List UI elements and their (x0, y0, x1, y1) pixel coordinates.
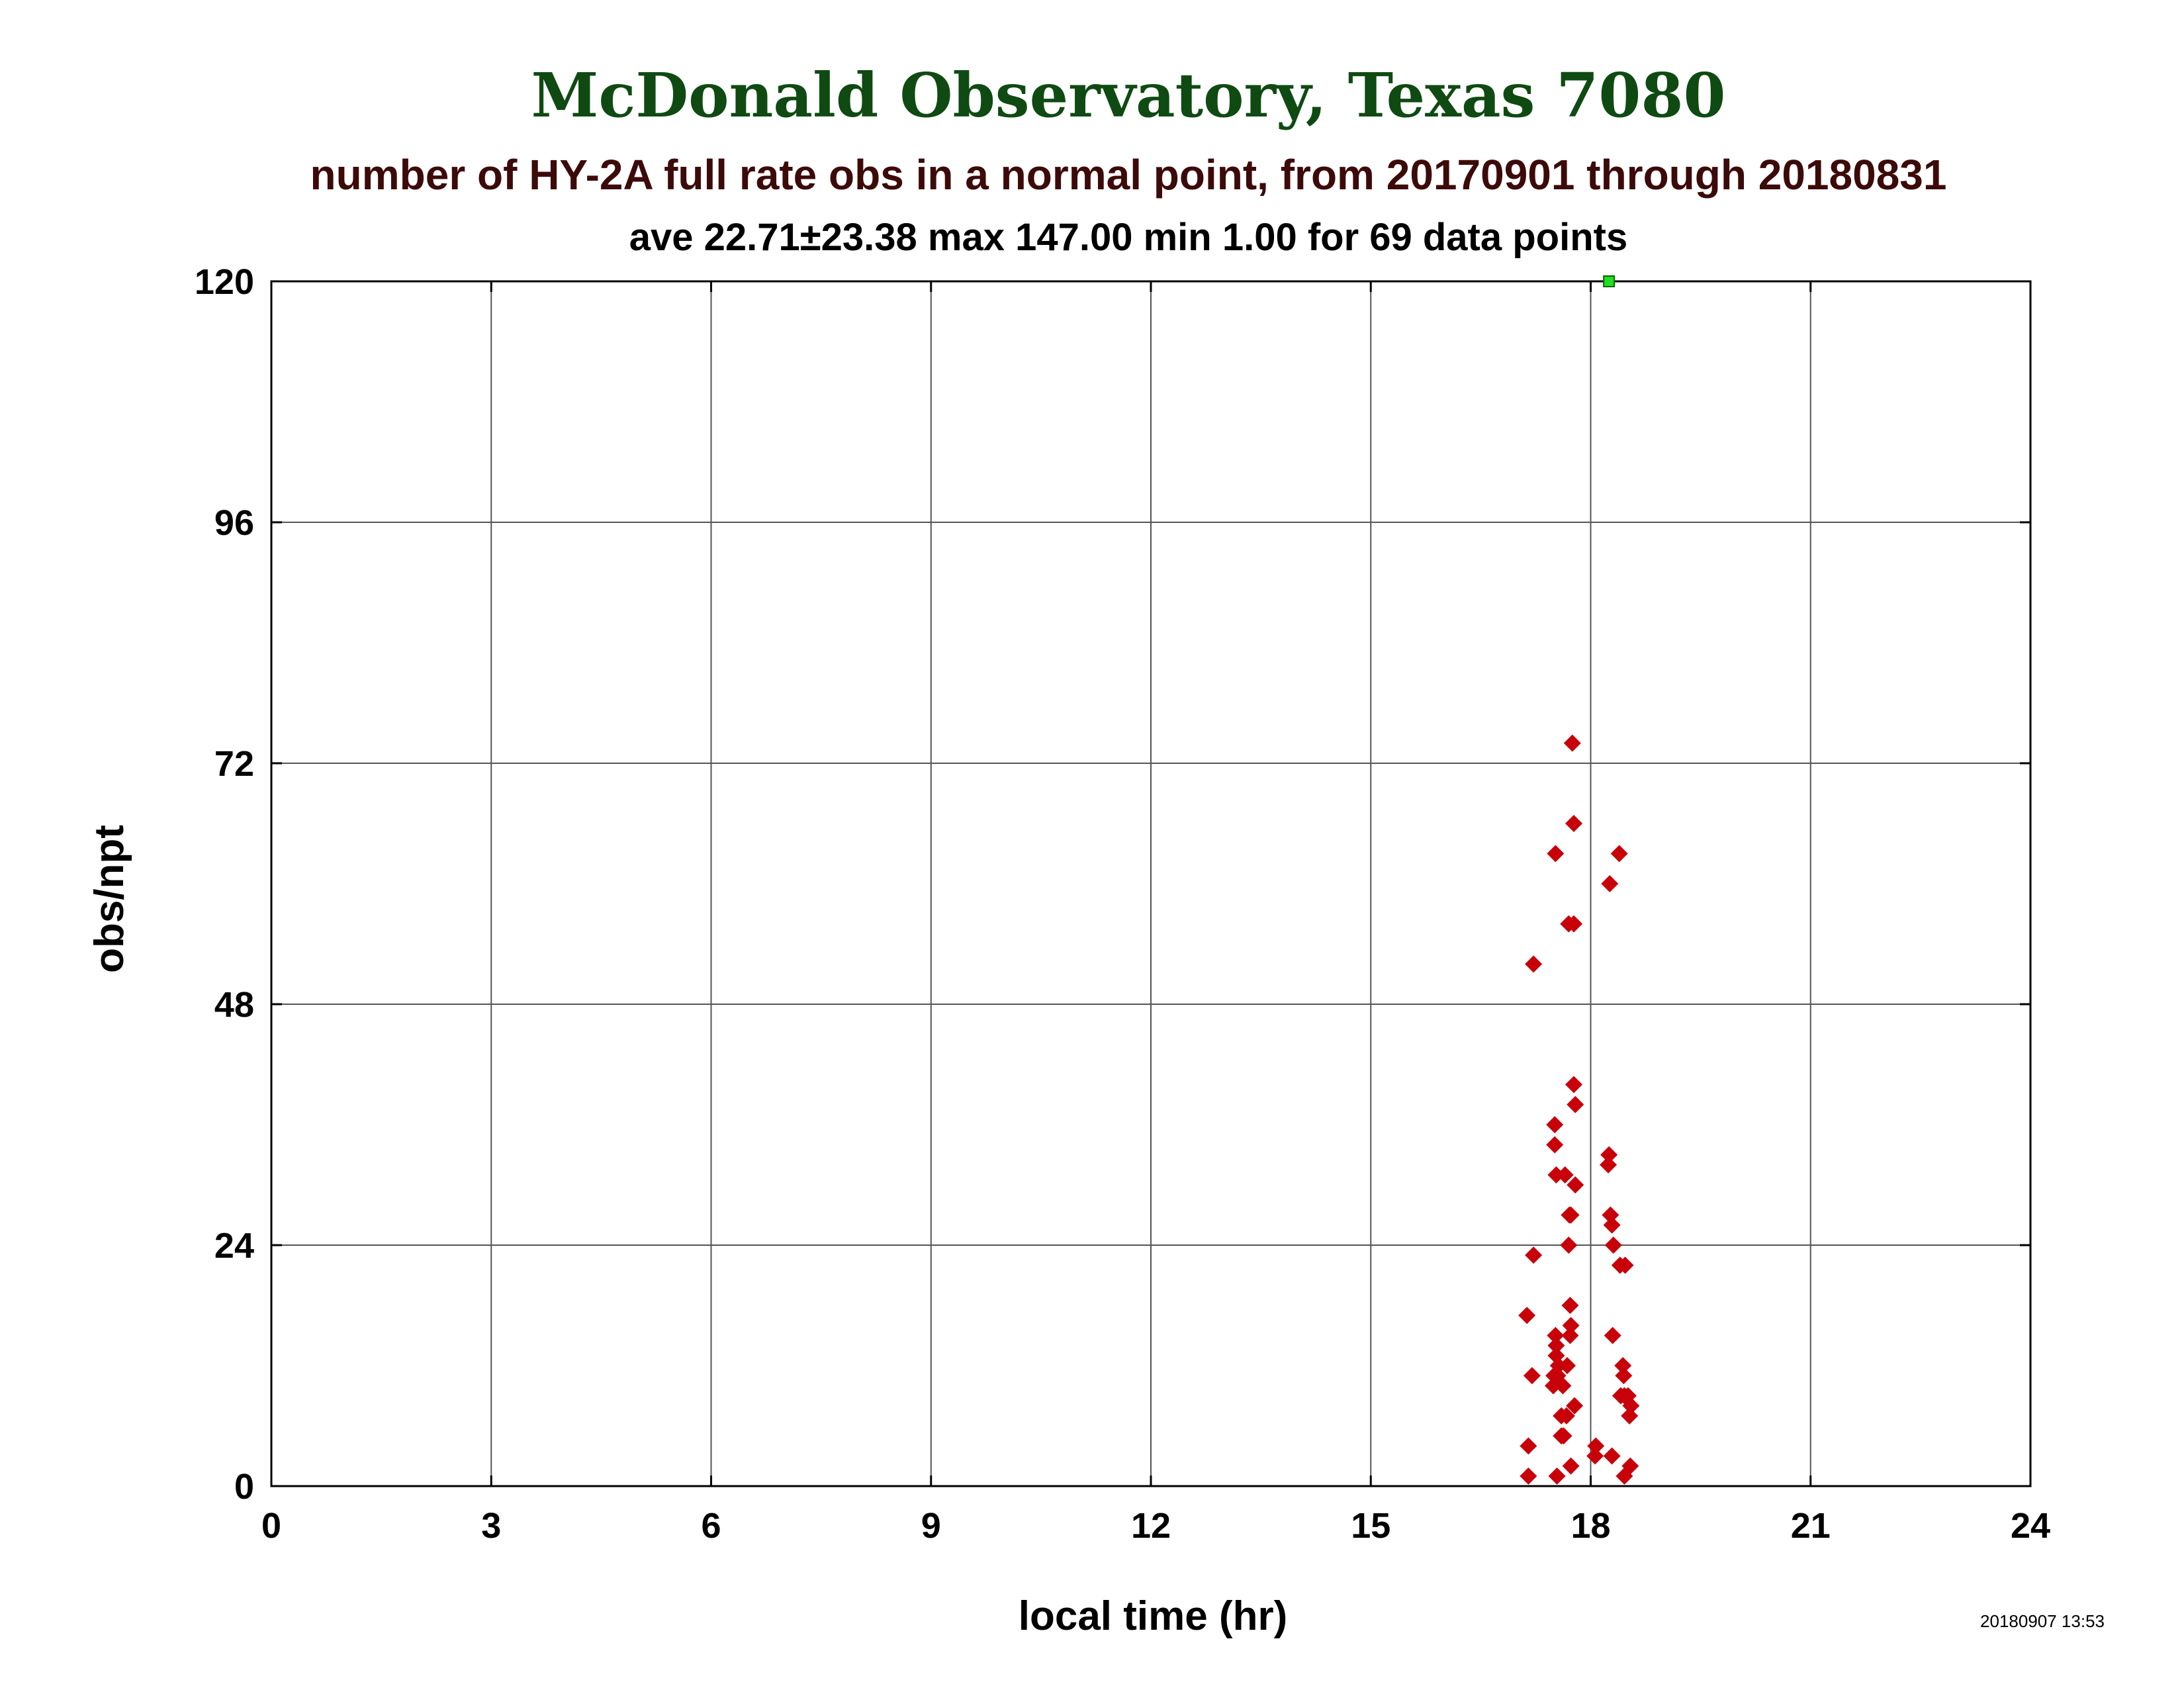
y-tick-label: 24 (214, 1226, 254, 1266)
data-point (1547, 1166, 1565, 1184)
timestamp: 20180907 13:53 (1980, 1611, 2105, 1631)
data-point (1621, 1407, 1639, 1425)
x-tick-label: 6 (701, 1506, 721, 1546)
data-point (1604, 1237, 1622, 1254)
ticks (270, 280, 2032, 1487)
data-point (1567, 1176, 1584, 1194)
y-tick-labels: 0 24 48 72 96 120 (195, 262, 254, 1507)
data-point (1615, 1367, 1633, 1385)
data-point (1520, 1467, 1537, 1485)
data-point (1587, 1437, 1605, 1455)
data-point (1562, 1457, 1580, 1475)
chart-stats: ave 22.71±23.38 max 147.00 min 1.00 for … (629, 216, 1627, 259)
data-point (1518, 1307, 1536, 1325)
data-point (1547, 1336, 1565, 1354)
data-point (1525, 955, 1543, 973)
x-tick-label: 15 (1351, 1506, 1390, 1546)
y-tick-label: 72 (214, 744, 254, 784)
grid (271, 281, 2030, 1486)
y-tick-label: 0 (234, 1467, 254, 1507)
data-point (1600, 1146, 1618, 1164)
data-point (1566, 1397, 1584, 1415)
data-point (1548, 1467, 1566, 1485)
data-point (1567, 1096, 1584, 1113)
chart-subtitle: number of HY-2A full rate obs in a norma… (310, 151, 1947, 199)
data-point (1559, 1357, 1576, 1374)
x-axis-label: local time (hr) (1019, 1593, 1288, 1639)
data-point (1603, 1447, 1621, 1465)
x-tick-label: 12 (1131, 1506, 1171, 1546)
x-tick-label: 9 (921, 1506, 941, 1546)
data-point (1603, 1216, 1621, 1234)
data-point (1547, 1327, 1565, 1344)
data-point (1520, 1437, 1537, 1455)
data-points (1518, 734, 1640, 1485)
data-point (1604, 1327, 1621, 1344)
data-point (1565, 915, 1583, 933)
data-point (1561, 1297, 1579, 1314)
data-point (1565, 815, 1583, 832)
data-point (1614, 1357, 1632, 1374)
data-point (1610, 845, 1628, 863)
x-tick-labels: 0 3 6 9 12 15 18 21 24 (261, 1506, 2050, 1546)
data-point (1546, 1116, 1564, 1133)
data-point (1557, 1407, 1575, 1425)
data-point (1553, 1427, 1570, 1445)
y-tick-label: 96 (214, 503, 254, 543)
data-point (1601, 875, 1619, 892)
x-tick-label: 0 (261, 1506, 281, 1546)
data-point (1562, 1317, 1580, 1335)
x-tick-label: 3 (481, 1506, 501, 1546)
data-point (1545, 1367, 1563, 1385)
data-point (1600, 1156, 1617, 1174)
y-axis-label: obs/npt (87, 825, 132, 973)
overflow-markers (1603, 275, 1615, 287)
x-tick-label: 21 (1791, 1506, 1831, 1546)
data-point (1562, 1206, 1580, 1224)
data-point (1523, 1367, 1541, 1385)
data-point (1563, 734, 1581, 752)
overflow-marker (1603, 275, 1615, 287)
x-tick-label: 18 (1570, 1506, 1610, 1546)
y-tick-label: 120 (195, 262, 254, 302)
data-point (1554, 1377, 1572, 1395)
data-point (1565, 1076, 1583, 1094)
chart-title: McDonald Observatory, Texas 7080 (531, 60, 1726, 131)
data-point (1525, 1246, 1543, 1264)
data-point (1616, 1256, 1634, 1274)
y-tick-label: 48 (214, 985, 254, 1025)
data-point (1556, 1166, 1574, 1184)
x-tick-label: 24 (2011, 1506, 2050, 1546)
data-point (1560, 1237, 1578, 1254)
data-point (1547, 845, 1565, 863)
data-point (1546, 1136, 1564, 1154)
data-point (1586, 1447, 1604, 1465)
data-point (1615, 1467, 1633, 1485)
data-point (1545, 1377, 1563, 1395)
data-point (1561, 1327, 1579, 1344)
